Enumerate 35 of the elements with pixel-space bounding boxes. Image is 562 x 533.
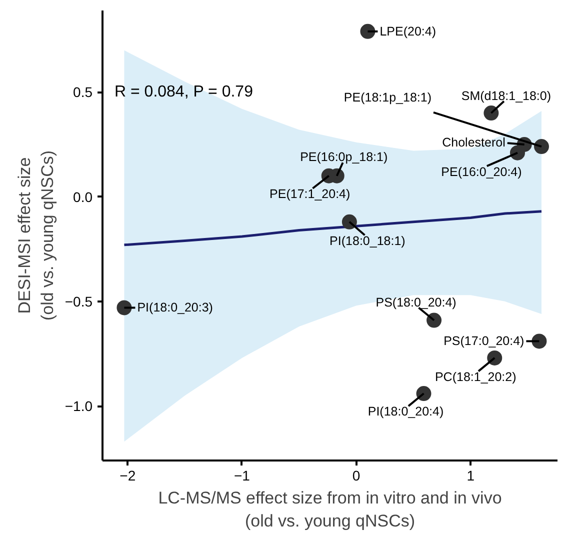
point [116, 300, 132, 316]
y-tick-label: 0.0 [73, 188, 93, 205]
x-tick-label: 1 [466, 468, 475, 484]
annotation: PE(16:0p_18:1) [300, 150, 388, 164]
point [510, 145, 525, 160]
line-series [122, 210, 543, 246]
point [484, 106, 499, 121]
annotation: Cholesterol [442, 135, 506, 150]
annotation: LPE(20:4) [380, 24, 436, 38]
annotation: R = 0.084, P = 0.79 [114, 84, 254, 101]
annotation: SM(d18:1_18:0) [461, 89, 552, 104]
y-tick-label: 0.5 [73, 84, 93, 100]
y-tick-label: −0.5 [64, 293, 93, 310]
x-tick-label: −2 [120, 468, 136, 484]
x-tick-label: 0 [352, 468, 360, 484]
annotation: PI(18:0_20:3) [137, 300, 213, 315]
annotation: PE(18:1p_18:1) [344, 90, 432, 105]
point [426, 312, 442, 328]
point [360, 24, 376, 39]
annotation: PI(18:0_18:1) [330, 234, 406, 248]
point [342, 214, 357, 230]
point [416, 386, 432, 402]
x-tick-label: −1 [234, 468, 250, 484]
annotation: PC(18:1_20:2) [434, 370, 516, 384]
point [532, 334, 547, 349]
y-tick-label: −1.0 [64, 398, 93, 414]
annotation: PE(17:1_20:4) [270, 186, 350, 201]
annotation: PS(17:0_20:4) [444, 334, 524, 348]
point [534, 139, 549, 154]
annotation: PI(18:0_20:4) [368, 404, 444, 419]
y-axis-title: DESI-MSI effect size (old vs. young qNSCs) [15, 150, 57, 321]
point [487, 350, 502, 366]
x-axis-title: LC-MS/MS effect size from in vitro and in vivo (old vs. young qNSCs) [158, 488, 502, 530]
annotation: PS(18:0_20:4) [376, 295, 456, 310]
annotation: PE(16:0_20:4) [441, 164, 522, 179]
